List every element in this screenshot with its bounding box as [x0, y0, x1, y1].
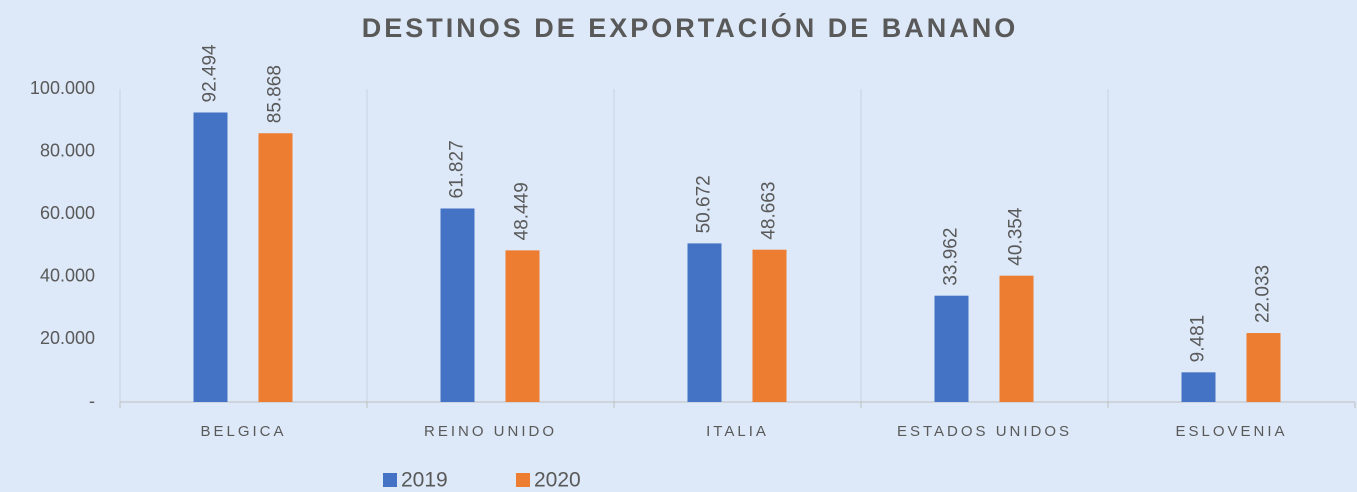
- bar: [193, 112, 228, 403]
- legend-label: 2019: [401, 469, 448, 492]
- y-tick-label: 80.000: [40, 140, 95, 160]
- bar: [258, 133, 293, 402]
- legend-swatch: [383, 473, 397, 487]
- bar: [505, 250, 540, 402]
- bar: [687, 243, 722, 402]
- bar: [1181, 372, 1216, 402]
- legend-swatch: [516, 473, 530, 487]
- value-label: 92.494: [200, 44, 221, 103]
- bar: [934, 295, 969, 402]
- value-label: 9.481: [1188, 315, 1209, 363]
- x-tick-label: BELGICA: [200, 423, 286, 440]
- value-label: 50.672: [694, 175, 715, 233]
- bar: [999, 275, 1034, 402]
- legend-label: 2020: [534, 469, 581, 492]
- x-tick-label: ITALIA: [706, 423, 769, 440]
- value-label: 48.663: [759, 182, 780, 240]
- x-tick-label: REINO UNIDO: [424, 423, 557, 440]
- y-tick-label: 100.000: [30, 78, 95, 98]
- bar: [752, 249, 787, 402]
- bar: [1246, 333, 1281, 402]
- value-label: 85.868: [265, 65, 286, 123]
- value-label: 40.354: [1006, 207, 1027, 266]
- value-label: 33.962: [941, 228, 962, 286]
- y-tick-label: 20.000: [40, 328, 95, 348]
- value-label: 22.033: [1253, 265, 1274, 323]
- bar: [440, 208, 475, 402]
- value-label: 61.827: [447, 140, 468, 198]
- y-tick-label: 40.000: [40, 266, 95, 286]
- x-tick-label: ESTADOS UNIDOS: [897, 423, 1072, 440]
- y-tick-label: -: [89, 391, 95, 411]
- x-tick-label: ESLOVENIA: [1175, 423, 1287, 440]
- chart-title: DESTINOS DE EXPORTACIÓN DE BANANO: [362, 12, 1019, 43]
- value-label: 48.449: [512, 182, 533, 240]
- y-tick-label: 60.000: [40, 203, 95, 223]
